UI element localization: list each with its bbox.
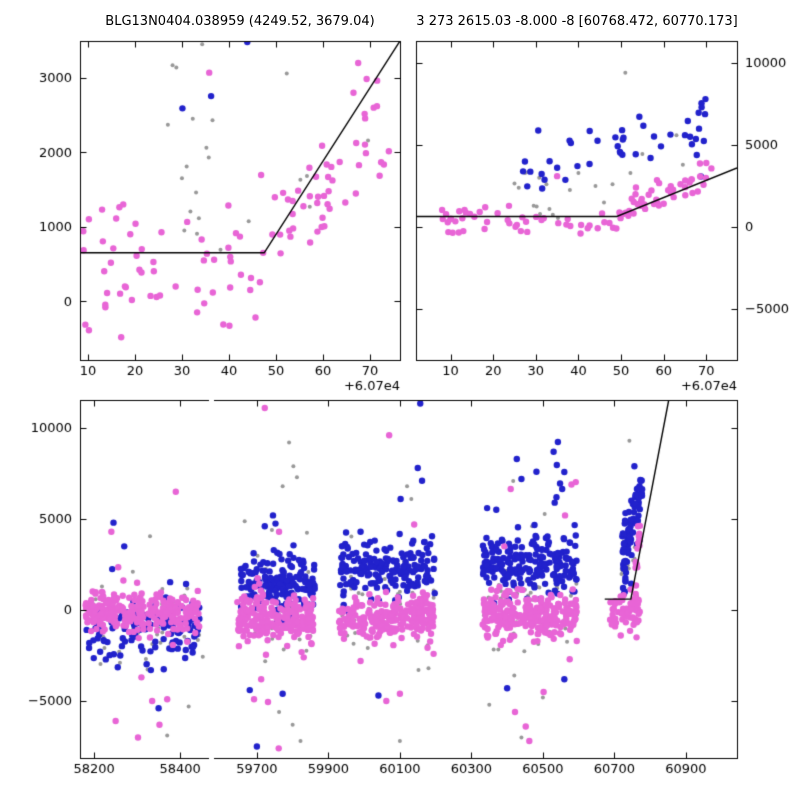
plot-title-right: 3 273 2615.03 -8.000 -8 [60768.472, 6077… <box>416 14 738 29</box>
plot-title-left: BLG13N0404.038959 (4249.52, 3679.04) <box>105 14 375 29</box>
